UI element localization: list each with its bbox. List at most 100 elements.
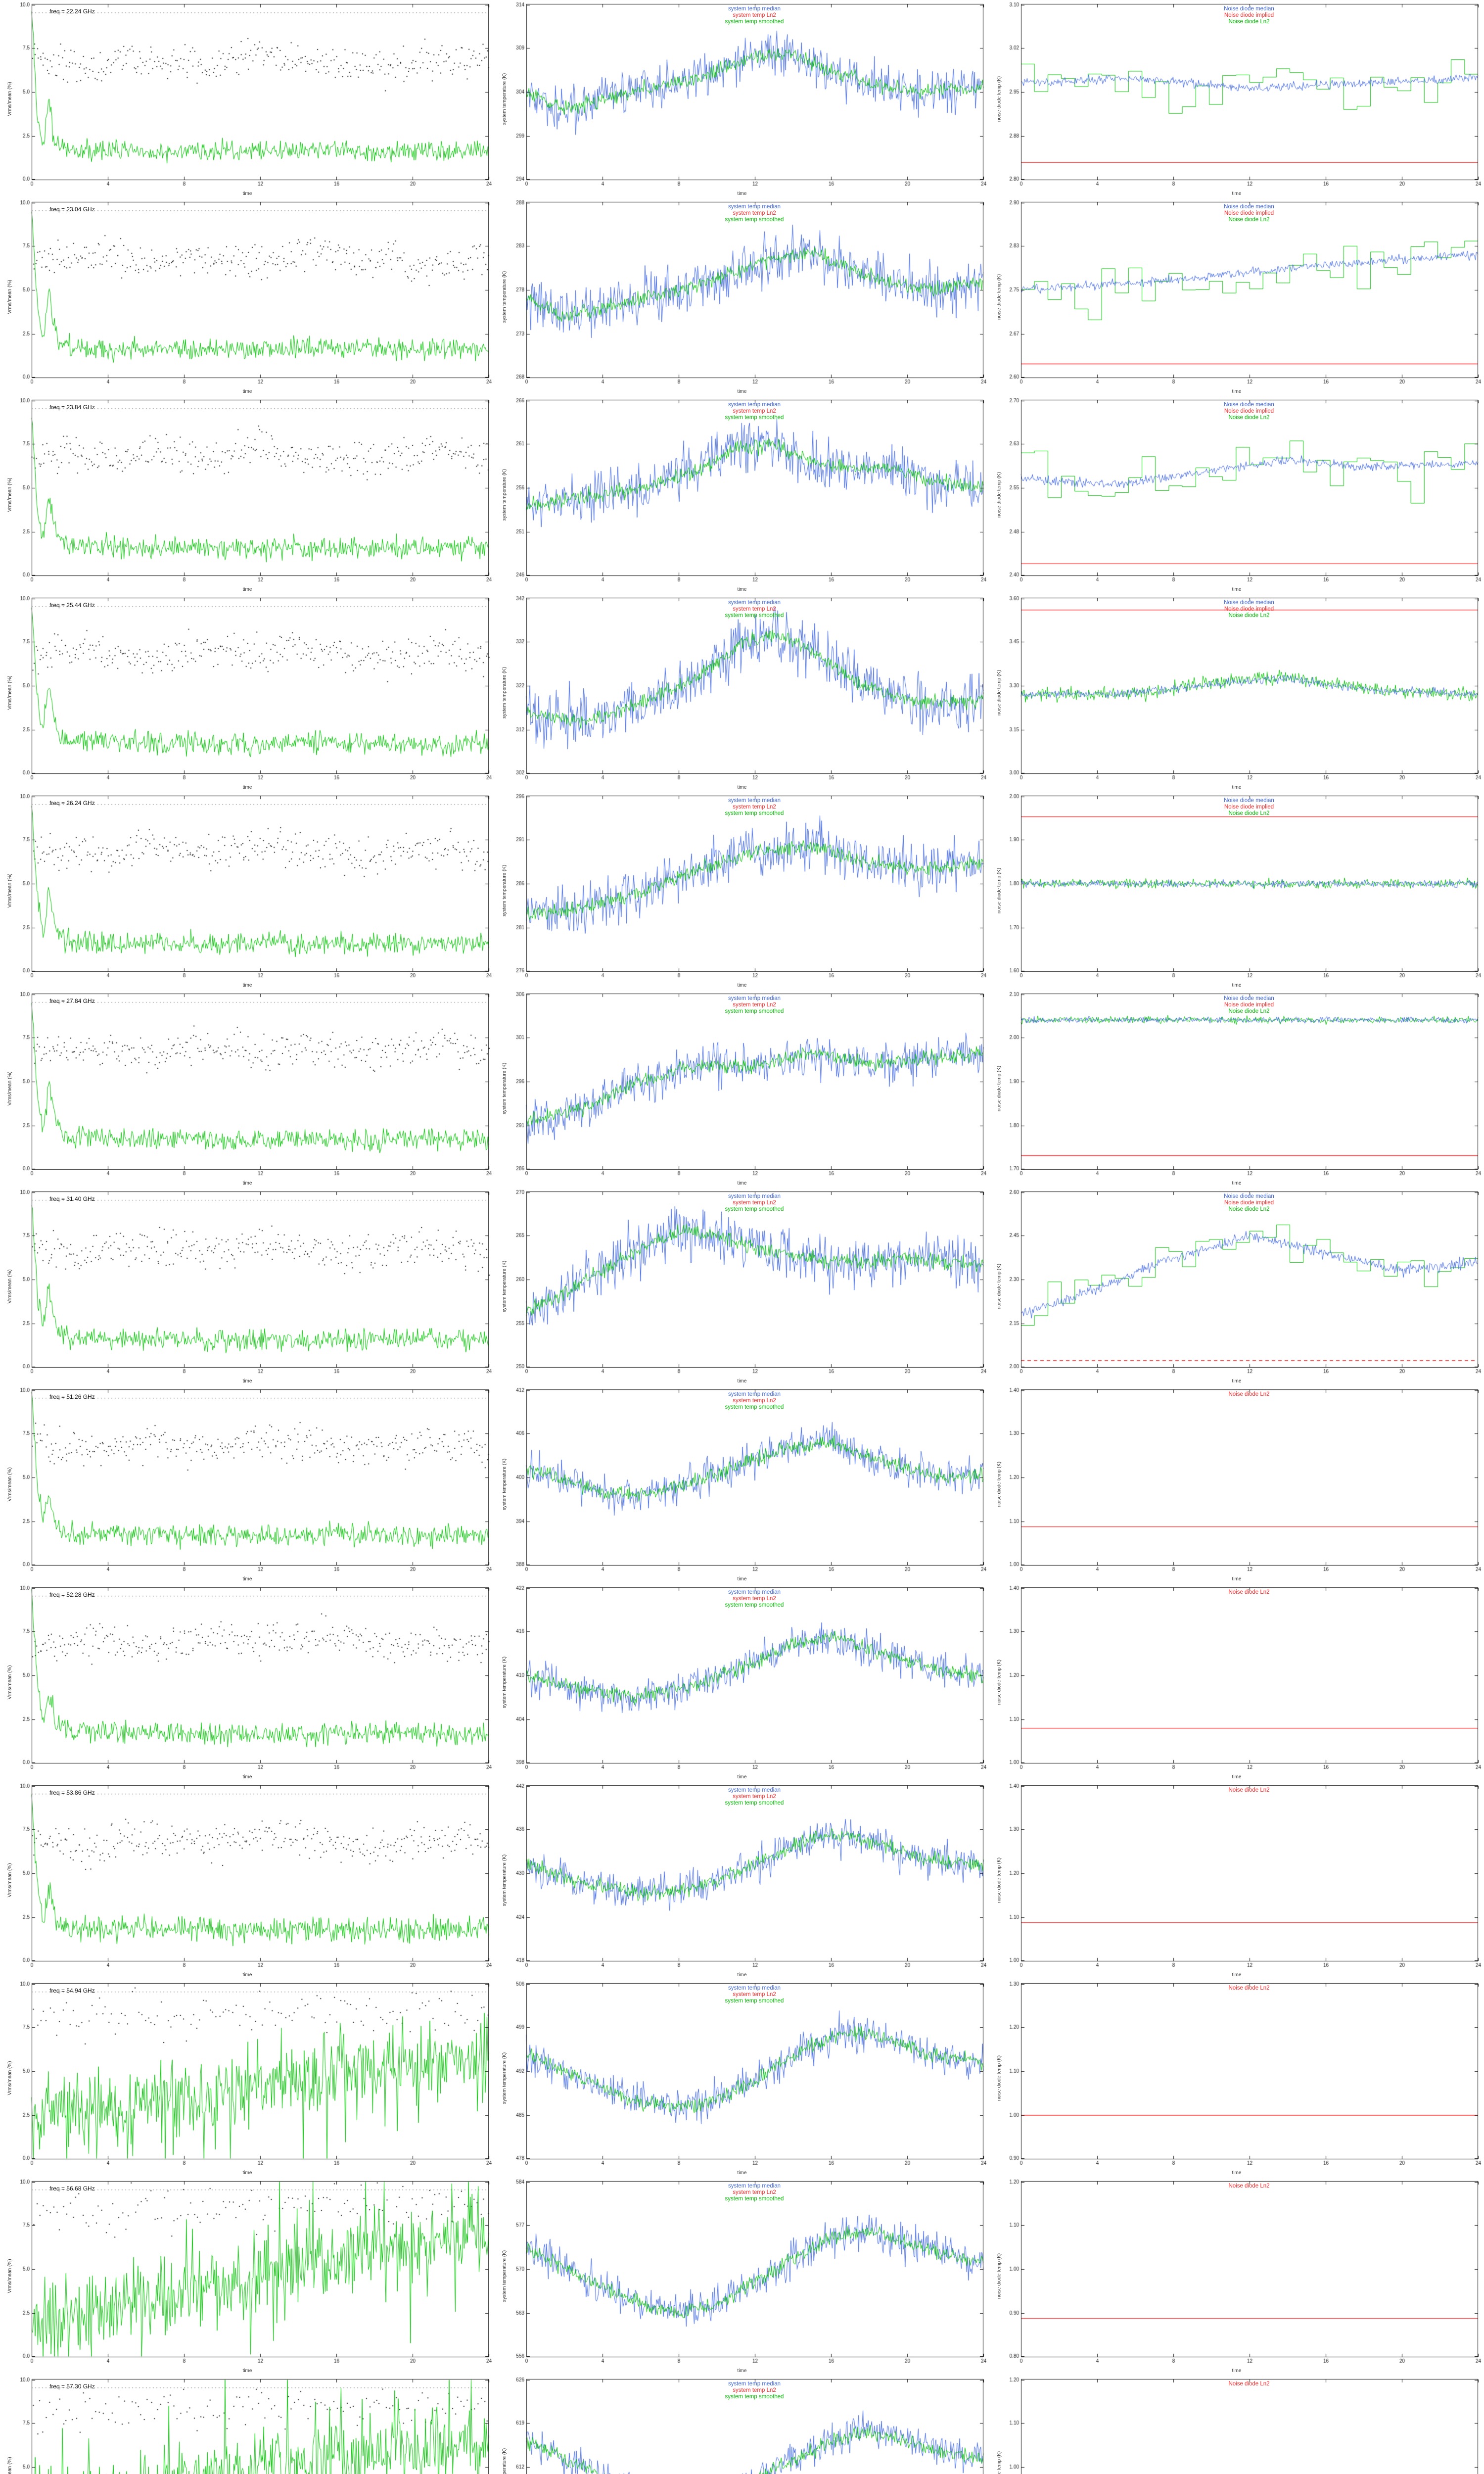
rms-vs-time-chart	[0, 1781, 495, 1979]
frequency-label: freq = 31.40 GHz	[49, 1195, 95, 1202]
y-axis-label: system temperature (K)	[502, 73, 508, 125]
plot-panel-col3: noise diode temp (K) time Noise diode medi…	[989, 792, 1484, 990]
y-axis-label: Vrms/mean (%)	[7, 2259, 13, 2293]
y-axis-label: system temperature (K)	[502, 1260, 508, 1313]
y-axis-label: Vrms/mean (%)	[7, 280, 13, 314]
y-axis-label: noise diode temp (K)	[996, 2253, 1002, 2299]
noise-diode-chart	[989, 396, 1484, 594]
plot-panel-col3: noise diode temp (K) time Noise diode medi…	[989, 198, 1484, 396]
y-axis-label: system temperature (K)	[502, 1854, 508, 1906]
system-temp-chart	[495, 1583, 989, 1781]
x-axis-label: time	[1232, 1576, 1242, 1582]
plot-panel-col1: Vrms/mean (%) time freq = 27.84 GHz	[0, 990, 495, 1188]
plot-panel-col1: Vrms/mean (%) time freq = 22.24 GHz	[0, 0, 495, 198]
noise-diode-chart	[989, 198, 1484, 396]
system-temp-chart	[495, 1979, 989, 2177]
rms-vs-time-chart	[0, 2375, 495, 2474]
rms-vs-time-chart	[0, 1583, 495, 1781]
rms-vs-time-chart	[0, 594, 495, 792]
frequency-label: freq = 27.84 GHz	[49, 998, 95, 1004]
y-axis-label: Vrms/mean (%)	[7, 2061, 13, 2095]
frequency-label: freq = 54.94 GHz	[49, 1987, 95, 1994]
x-axis-label: time	[1232, 1972, 1242, 1978]
panel-row: Vrms/mean (%) time freq = 25.44 GHz system …	[0, 594, 1484, 792]
x-axis-label: time	[242, 191, 252, 196]
x-axis-label: time	[1232, 1774, 1242, 1780]
rms-vs-time-chart	[0, 2177, 495, 2375]
x-axis-label: time	[242, 1181, 252, 1186]
panel-row: Vrms/mean (%) time freq = 54.94 GHz system …	[0, 1979, 1484, 2177]
x-axis-label: time	[1232, 2368, 1242, 2374]
noise-diode-chart	[989, 1979, 1484, 2177]
noise-diode-chart	[989, 1188, 1484, 1385]
frequency-label: freq = 51.26 GHz	[49, 1393, 95, 1400]
y-axis-label: Vrms/mean (%)	[7, 477, 13, 512]
frequency-label: freq = 23.84 GHz	[49, 404, 95, 411]
system-temp-chart	[495, 198, 989, 396]
frequency-label: freq = 53.86 GHz	[49, 1789, 95, 1796]
system-temp-chart	[495, 990, 989, 1188]
noise-diode-chart	[989, 990, 1484, 1188]
plot-panel-col1: Vrms/mean (%) time freq = 25.44 GHz	[0, 594, 495, 792]
plot-panel-col1: Vrms/mean (%) time freq = 56.68 GHz	[0, 2177, 495, 2375]
x-axis-label: time	[737, 1181, 747, 1186]
panel-row: Vrms/mean (%) time freq = 23.84 GHz system …	[0, 396, 1484, 594]
x-axis-label: time	[1232, 191, 1242, 196]
noise-diode-chart	[989, 2177, 1484, 2375]
x-axis-label: time	[242, 1576, 252, 1582]
y-axis-label: noise diode temp (K)	[996, 1065, 1002, 1112]
x-axis-label: time	[242, 983, 252, 988]
x-axis-label: time	[1232, 2170, 1242, 2176]
noise-diode-chart	[989, 1781, 1484, 1979]
y-axis-label: noise diode temp (K)	[996, 274, 1002, 320]
x-axis-label: time	[737, 587, 747, 592]
noise-diode-chart	[989, 1583, 1484, 1781]
noise-diode-chart	[989, 0, 1484, 198]
rms-vs-time-chart	[0, 396, 495, 594]
system-temp-chart	[495, 1188, 989, 1385]
y-axis-label: system temperature (K)	[502, 2385, 508, 2474]
panel-row: Vrms/mean (%) time freq = 23.04 GHz system …	[0, 198, 1484, 396]
y-axis-label: system temperature (K)	[502, 271, 508, 323]
x-axis-label: time	[737, 2368, 747, 2374]
y-axis-label: noise diode temp (K)	[996, 669, 1002, 716]
y-axis-label: noise diode temp (K)	[996, 867, 1002, 914]
frequency-label: freq = 22.24 GHz	[49, 8, 95, 15]
system-temp-chart	[495, 2177, 989, 2375]
y-axis-label: noise diode temp (K)	[996, 472, 1002, 518]
frequency-label: freq = 57.30 GHz	[49, 2383, 95, 2390]
plot-panel-col1: Vrms/mean (%) time freq = 31.40 GHz	[0, 1188, 495, 1385]
frequency-label: freq = 23.04 GHz	[49, 206, 95, 213]
x-axis-label: time	[242, 2368, 252, 2374]
y-axis-label: system temperature (K)	[502, 469, 508, 521]
y-axis-label: system temperature (K)	[502, 1062, 508, 1115]
rms-vs-time-chart	[0, 990, 495, 1188]
rms-vs-time-chart	[0, 1979, 495, 2177]
system-temp-chart	[495, 1385, 989, 1583]
plot-panel-col3: noise diode temp (K) time Noise diode medi…	[989, 594, 1484, 792]
plot-panel-col1: Vrms/mean (%) time freq = 52.28 GHz	[0, 1583, 495, 1781]
y-axis-label: Vrms/mean (%)	[7, 1665, 13, 1700]
panel-row: Vrms/mean (%) time freq = 26.24 GHz system …	[0, 792, 1484, 990]
noise-diode-chart	[989, 1385, 1484, 1583]
x-axis-label: time	[242, 1972, 252, 1978]
y-axis-label: noise diode temp (K)	[996, 1659, 1002, 1706]
system-temp-chart	[495, 0, 989, 198]
system-temp-chart	[495, 396, 989, 594]
x-axis-label: time	[242, 587, 252, 592]
x-axis-label: time	[1232, 785, 1242, 790]
panel-row: Vrms/mean (%) time freq = 56.68 GHz system …	[0, 2177, 1484, 2375]
x-axis-label: time	[737, 1576, 747, 1582]
y-axis-label: system temperature (K)	[502, 2250, 508, 2302]
y-axis-label: Vrms/mean (%)	[7, 1071, 13, 1106]
